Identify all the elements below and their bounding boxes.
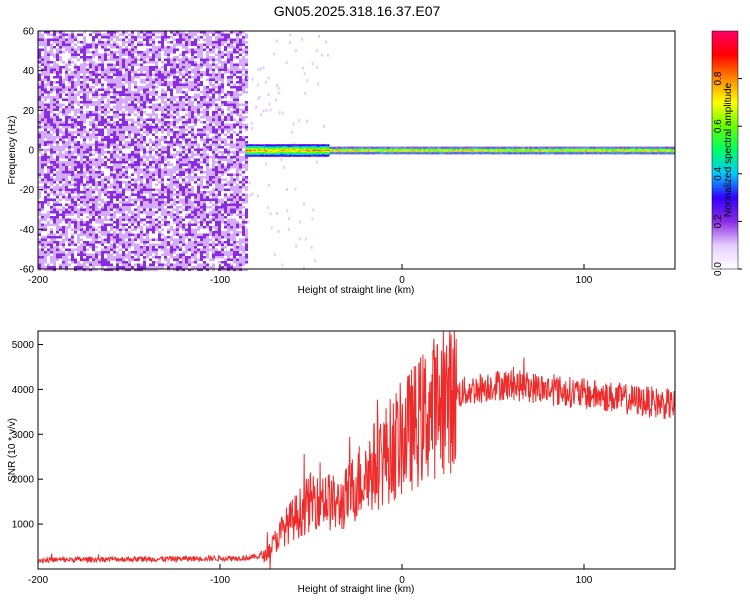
spectrogram-y-tick-label: 20 [23, 106, 35, 117]
colorbar-ticks: 0.0 0.2 0.4 0.6 0.8 [713, 71, 742, 276]
snr-y-tick-label: 1000 [12, 520, 35, 531]
spectrogram-y-label: Frequency (Hz) [7, 116, 18, 185]
spectrogram-x-tick-label: 100 [576, 275, 593, 286]
snr-y-label: SNR (10 * v/v) [7, 418, 18, 482]
spectrogram-x-ticks: -200 -100 0 100 [28, 264, 593, 286]
spectrogram-y-tick-label: -60 [20, 265, 35, 276]
spectrogram-x-tick-label: -200 [28, 275, 48, 286]
snr-x-ticks: -200 -100 0 100 [28, 564, 593, 586]
snr-y-ticks: 1000 2000 3000 4000 5000 [12, 340, 43, 531]
snr-frame [37, 330, 676, 570]
colorbar-tick-label: 0.4 [713, 166, 724, 180]
spectrogram-cells [38, 31, 676, 271]
snr-x-tick-label: 100 [576, 575, 593, 586]
snr-y-tick-label: 3000 [12, 430, 35, 441]
spectrogram-x-tick-label: -100 [210, 275, 230, 286]
snr-x-label: Height of straight line (km) [298, 584, 415, 595]
snr-x-tick-label: -100 [210, 575, 230, 586]
snr-y-tick-label: 5000 [12, 340, 35, 351]
spectrogram-panel: -200 -100 0 100 60 40 20 0 -20 -40 -60 Height of … [7, 27, 676, 296]
snr-y-tick-label: 4000 [12, 385, 35, 396]
snr-y-tick-label: 2000 [12, 475, 35, 486]
figure-title: GN05.2025.318.16.37.E07 [274, 3, 441, 19]
colorbar: 0.0 0.2 0.4 0.6 0.8 Normalized spectral ampl… [711, 30, 742, 276]
colorbar-tick-label: 0.2 [713, 214, 724, 228]
colorbar-tick-label: 0.8 [713, 71, 724, 85]
spectrogram-y-ticks: 60 40 20 0 -20 -40 -60 [20, 27, 43, 276]
snr-series-line [37, 330, 676, 570]
spectrogram-y-tick-label: 40 [23, 66, 35, 77]
snr-x-tick-label: -200 [28, 575, 48, 586]
snr-panel: -200 -100 0 100 1000 2000 3000 4000 5000 Height… [7, 330, 676, 595]
colorbar-tick-label: 0.0 [713, 262, 724, 276]
colorbar-gradient [711, 30, 739, 270]
spectrogram-y-tick-label: -20 [20, 185, 35, 196]
spectrogram-y-tick-label: 60 [23, 27, 35, 38]
spectrogram-y-tick-label: -40 [20, 225, 35, 236]
spectrogram-y-tick-label: 0 [28, 146, 34, 157]
colorbar-tick-label: 0.6 [713, 119, 724, 133]
spectrogram-x-label: Height of straight line (km) [298, 285, 415, 296]
colorbar-label: Normalized spectral amplitude [723, 82, 734, 217]
spectrogram-x-tick-label: 0 [399, 275, 405, 286]
snr-x-tick-label: 0 [399, 575, 405, 586]
